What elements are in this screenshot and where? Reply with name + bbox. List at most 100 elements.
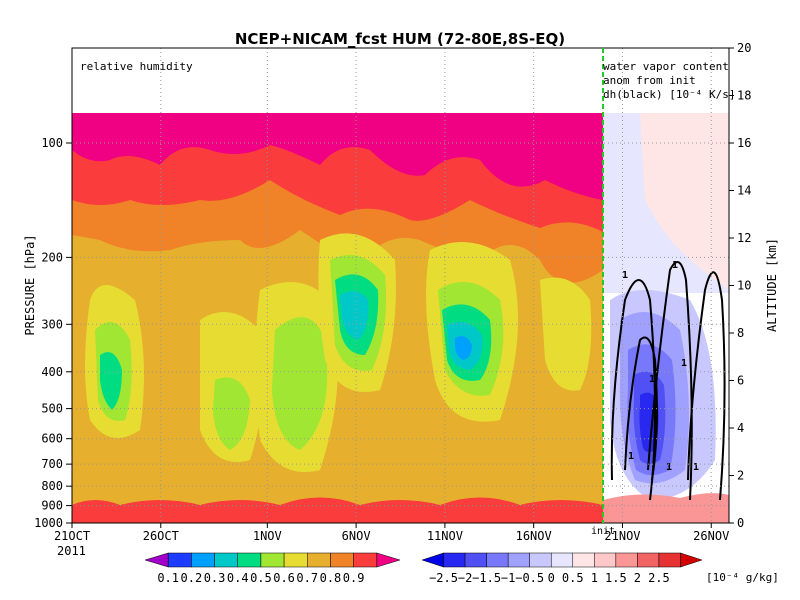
contour-label-2: 1 [672, 260, 678, 271]
init-label: init [591, 526, 615, 537]
colorbar-right-unit: [10⁻⁴ g/kg] [706, 571, 779, 584]
y-tick-label-altitude: 16 [737, 136, 751, 150]
y-tick-label-altitude: 0 [737, 516, 744, 530]
x-tick-label: 21OCT [54, 529, 90, 543]
y-tick-label-altitude: 8 [737, 326, 744, 340]
colorbar-swatch [443, 552, 466, 568]
colorbar-swatch [658, 552, 681, 568]
colorbar-level-label: −0.5 [515, 571, 544, 585]
colorbar-swatch [330, 552, 354, 568]
y-tick-label-pressure: 300 [41, 317, 63, 331]
x-tick-label: 26NOV [693, 529, 729, 543]
colorbar-swatch [421, 552, 444, 568]
colorbar-level-label: 0.5 [562, 571, 584, 585]
colorbar-swatch [486, 552, 509, 568]
contour-label-6: 1 [666, 462, 672, 473]
x-tick-label: 16NOV [516, 529, 552, 543]
y-tick-label-pressure: 500 [41, 402, 63, 416]
colorbar-swatch [529, 552, 552, 568]
contour-label-1: 1 [622, 270, 628, 281]
panel-right-label-1: water vapor content [603, 60, 729, 73]
colorbar-swatch [260, 552, 285, 568]
y-tick-label-altitude: 14 [737, 184, 751, 198]
colorbar-swatch [214, 552, 238, 568]
colorbar-swatch [550, 552, 574, 568]
y-tick-label-altitude: 18 [737, 89, 751, 103]
y-axis-title-right: ALTITUDE [km] [765, 238, 779, 332]
colorbar-relative-humidity: 0.1 0.2 0.3 0.4 0.5 0.6 0.7 0.8 0.9 [144, 552, 401, 585]
panel-right-label-3: dh(black) [10⁻⁴ K/s] [603, 88, 735, 101]
humidity-field [72, 48, 603, 523]
y-tick-label-altitude: 6 [737, 374, 744, 388]
colorbar-level-label: −2 [458, 571, 472, 585]
x-axis: 21OCT 26OCT 1NOV 6NOV 11NOV 16NOV 21NOV 26NOV [54, 523, 729, 543]
colorbar-swatch [637, 552, 660, 568]
colorbar-swatch [507, 552, 530, 568]
rh-dry-17 [540, 277, 592, 391]
colorbar-level-label: 0.3 [204, 571, 226, 585]
x-tick-label: 1NOV [253, 529, 282, 543]
y-tick-label-pressure: 1000 [34, 516, 63, 530]
colorbar-level-label: 0.2 [181, 571, 203, 585]
colorbar-level-label: −1 [501, 571, 515, 585]
colorbar-swatch [464, 552, 487, 568]
contour-label-5: 1 [628, 451, 634, 462]
colorbar-swatch [191, 552, 215, 568]
y-tick-label-altitude: 10 [737, 279, 751, 293]
colorbar-level-label: 0.1 [157, 571, 179, 585]
x-tick-label: 11NOV [427, 529, 463, 543]
y-tick-label-altitude: 2 [737, 469, 744, 483]
colorbar-level-label: 0.4 [227, 571, 249, 585]
panel-right-label-2: anom from init [603, 74, 696, 87]
colorbar-swatch [572, 552, 595, 568]
colorbar-swatch [680, 552, 703, 568]
rh-dry-11 [340, 291, 369, 340]
anom-surface-red [603, 493, 729, 523]
colorbar-water-vapor-anomaly: −2.5 −2 −1.5 −1 −0.5 0 0.5 1 1.5 2 2.5 [421, 552, 703, 585]
colorbar-swatch [594, 552, 617, 568]
colorbar-level-label: 0.6 [273, 571, 295, 585]
colorbar-swatch [307, 552, 331, 568]
x-tick-label: 26OCT [143, 529, 179, 543]
panel-left-label: relative humidity [80, 60, 193, 73]
colorbar-level-label: 0.7 [296, 571, 318, 585]
colorbar-level-label: 2.5 [648, 571, 670, 585]
colorbar-swatch [237, 552, 262, 568]
y-tick-label-pressure: 100 [41, 136, 63, 150]
colorbar-level-label: 1 [591, 571, 598, 585]
y-axis-altitude: 0 2 4 6 8 10 12 14 16 18 20 [729, 41, 751, 530]
colorbar-level-label: 0.8 [320, 571, 342, 585]
contour-label-7: 1 [693, 462, 699, 473]
y-tick-label-pressure: 900 [41, 499, 63, 513]
colorbar-level-label: 0.5 [250, 571, 272, 585]
colorbar-level-label: 0.9 [343, 571, 365, 585]
rh-surface [72, 497, 603, 523]
rh-dry-7 [272, 317, 328, 450]
rh-dry-16 [455, 336, 472, 360]
x-tick-label: 6NOV [342, 529, 371, 543]
anom-pink [640, 113, 729, 290]
contour-label-3: 1 [649, 374, 655, 385]
y-tick-label-pressure: 800 [41, 479, 63, 493]
rh-band-magenta [72, 113, 603, 200]
colorbar-swatch [144, 552, 169, 568]
anomaly-field: 1 1 1 1 1 1 1 [603, 48, 729, 523]
colorbar-level-label: 1.5 [605, 571, 627, 585]
colorbar-swatch [353, 552, 378, 568]
colorbar-swatch [283, 552, 308, 568]
colorbar-swatch [376, 552, 401, 568]
chart-title: NCEP+NICAM_fcst HUM (72-80E,8S-EQ) [235, 30, 565, 48]
rh-dry-3 [100, 352, 122, 410]
year-label: 2011 [57, 544, 86, 558]
colorbar-level-label: −1.5 [472, 571, 501, 585]
colorbar-swatch [167, 552, 192, 568]
y-axis-title-left: PRESSURE [hPa] [23, 234, 37, 335]
colorbar-level-label: −2.5 [429, 571, 458, 585]
y-axis-pressure: 100 200 300 400 500 600 700 800 900 1000 [34, 136, 72, 530]
colorbar-swatch [615, 552, 638, 568]
contour-label-4: 1 [681, 358, 687, 369]
colorbar-level-label: 2 [634, 571, 641, 585]
colorbar-level-label: 0 [548, 571, 555, 585]
x-tick-label: 21NOV [604, 529, 640, 543]
